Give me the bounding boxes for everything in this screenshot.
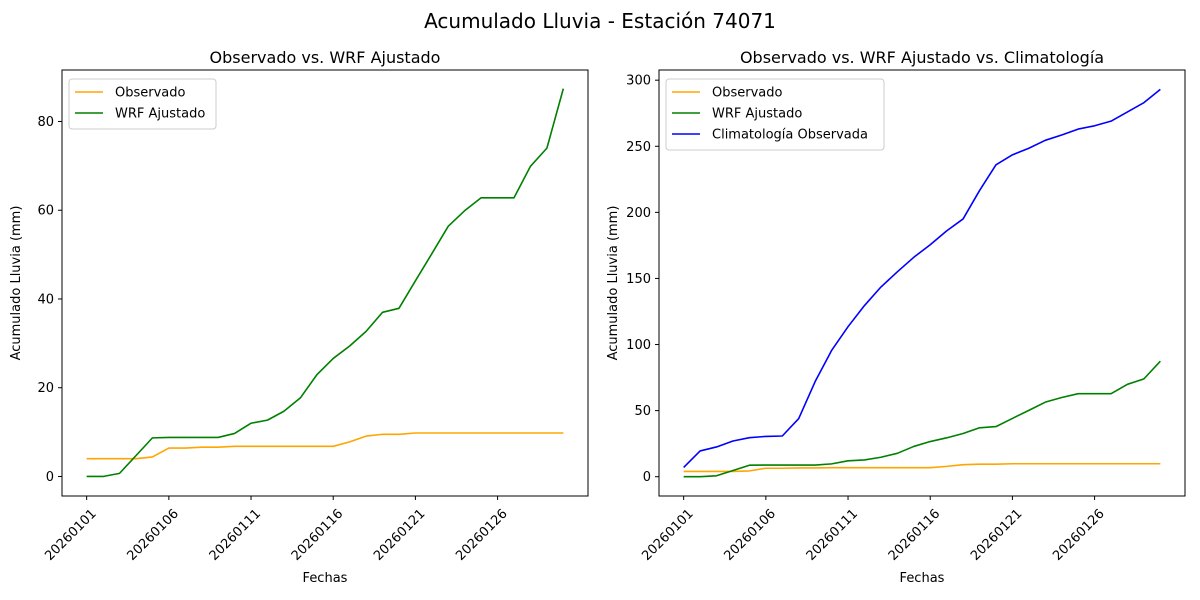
x-tick-label: 20260126	[1050, 506, 1107, 563]
chart-title: Observado vs. WRF Ajustado vs. Climatolo…	[740, 48, 1104, 67]
series-line-2	[683, 88, 1161, 469]
x-tick-label: 20260116	[289, 506, 346, 563]
y-tick-label: 20	[37, 381, 54, 396]
series-line-1	[683, 360, 1161, 478]
x-tick-label: 20260101	[639, 506, 696, 563]
x-tick-label: 20260106	[124, 506, 181, 563]
y-tick-label: 60	[37, 204, 54, 219]
y-tick-label: 0	[643, 470, 651, 485]
y-axis-label: Acumulado Lluvia (mm)	[9, 206, 24, 361]
y-tick-label: 50	[634, 404, 651, 419]
legend-box	[68, 78, 217, 130]
legend: Observado WRF Ajustado Climatología Observ…	[665, 78, 885, 151]
x-tick-label: 20260111	[804, 506, 861, 563]
legend-entry: Climatología Observada	[712, 128, 868, 143]
chart-left: Observado vs. WRF Ajustado 0 20 40 60 80 20260…	[9, 48, 589, 586]
x-tick-label: 20260111	[207, 506, 264, 563]
y-tick-label: 0	[46, 470, 54, 485]
legend-entry: Observado	[712, 86, 783, 101]
y-tick-label: 300	[626, 74, 651, 89]
legend-entry: WRF Ajustado	[115, 107, 205, 122]
series-line-1	[86, 88, 565, 478]
legend-box	[665, 78, 885, 151]
y-tick-label: 250	[626, 140, 651, 155]
x-tick-label: 20260126	[453, 506, 510, 563]
y-tick-label: 150	[626, 272, 651, 287]
chart-title: Observado vs. WRF Ajustado	[210, 48, 441, 67]
x-tick-label: 20260106	[721, 506, 778, 563]
y-tick-label: 100	[626, 338, 651, 353]
y-tick-label: 200	[626, 206, 651, 221]
x-axis-label: Fechas	[303, 571, 348, 586]
x-tick-label: 20260116	[886, 506, 943, 563]
x-tick-label: 20260121	[371, 506, 428, 563]
legend-entry: WRF Ajustado	[712, 107, 802, 122]
series-line-0	[86, 432, 564, 460]
figure-title: Acumulado Lluvia - Estación 74071	[424, 9, 776, 33]
y-axis-label: Acumulado Lluvia (mm)	[606, 206, 621, 361]
chart-right: Observado vs. WRF Ajustado vs. Climatolo…	[606, 48, 1186, 586]
plot-frame	[61, 69, 589, 497]
y-tick-label: 80	[37, 115, 54, 130]
x-axis-label: Fechas	[900, 571, 945, 586]
x-tick-label: 20260121	[968, 506, 1025, 563]
series-line-0	[683, 462, 1161, 473]
y-tick-label: 40	[37, 292, 54, 307]
plot-frame	[658, 69, 1186, 497]
legend: Observado WRF Ajustado	[68, 78, 217, 130]
legend-entry: Observado	[115, 86, 186, 101]
x-tick-label: 20260101	[42, 506, 99, 563]
